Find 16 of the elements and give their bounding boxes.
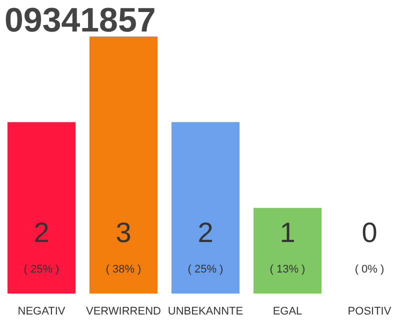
x-tick-label: UNBEKANNTE <box>168 306 244 318</box>
annotation: ( 38% ) <box>106 264 142 276</box>
annotation: ( 0% ) <box>354 264 384 276</box>
annotation: ( 25% ) <box>24 264 60 276</box>
x-tick-label: NEGATIV <box>18 306 66 318</box>
x-tick-label: EGAL <box>272 306 302 318</box>
annotation: ( 25% ) <box>188 264 224 276</box>
data-label: 3 <box>116 217 132 248</box>
annotation: ( 13% ) <box>270 264 306 276</box>
data-label: 0 <box>362 217 378 248</box>
chart-title: 09341857 <box>4 2 156 40</box>
x-tick-label: VERWIRREND <box>86 306 162 318</box>
data-label: 1 <box>280 217 296 248</box>
data-label: 2 <box>34 217 50 248</box>
x-tick-label: POSITIV <box>348 306 392 318</box>
data-label: 2 <box>198 217 214 248</box>
